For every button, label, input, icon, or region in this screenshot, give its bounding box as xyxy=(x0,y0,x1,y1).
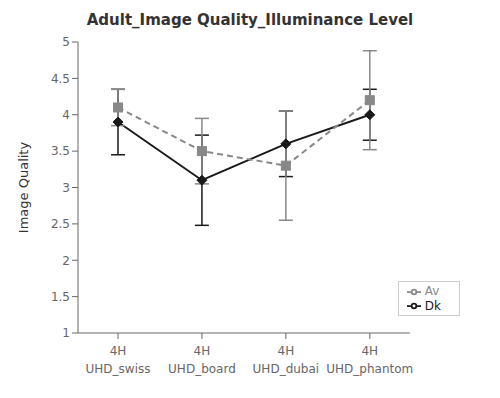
svg-text:4HUHD_board: 4HUHD_board xyxy=(168,344,236,376)
svg-text:1: 1 xyxy=(62,326,70,340)
svg-text:2.5: 2.5 xyxy=(51,217,70,231)
svg-text:4.5: 4.5 xyxy=(51,72,70,86)
svg-text:3: 3 xyxy=(62,181,70,195)
svg-text:Image Quality: Image Quality xyxy=(16,142,31,234)
html-text:Dk: Dk xyxy=(424,298,441,313)
svg-text:4HUHD_swiss: 4HUHD_swiss xyxy=(86,344,151,376)
html-text:Adult_Image Quality_Illuminanc: Adult_Image Quality_Illuminance Level xyxy=(86,11,414,29)
svg-text:4HUHD_phantom: 4HUHD_phantom xyxy=(326,344,413,376)
svg-text:1.5: 1.5 xyxy=(51,290,70,304)
html-text:Av: Av xyxy=(424,284,440,298)
svg-text:4: 4 xyxy=(62,108,70,122)
svg-text:2: 2 xyxy=(62,254,70,268)
svg-text:5: 5 xyxy=(62,35,70,49)
svg-text:3.5: 3.5 xyxy=(51,144,70,158)
svg-text:4HUHD_dubai: 4HUHD_dubai xyxy=(253,344,320,376)
